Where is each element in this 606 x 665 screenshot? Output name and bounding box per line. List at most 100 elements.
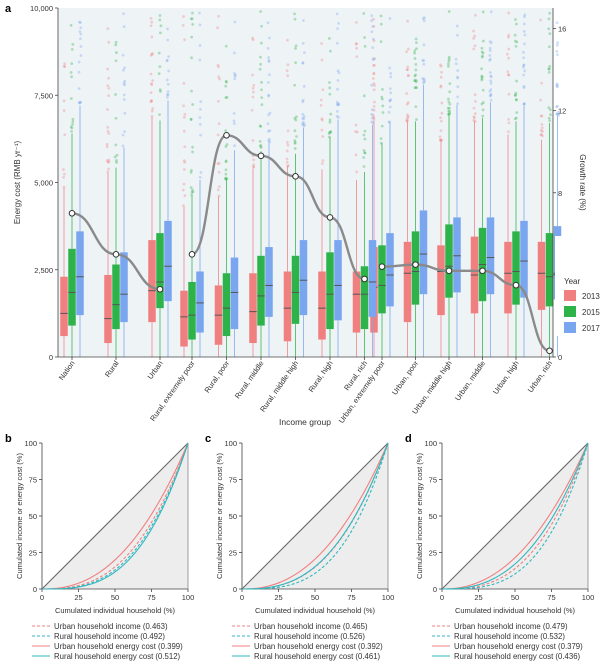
outlier-point: [259, 55, 262, 59]
outlier-point: [521, 65, 525, 69]
box-2015: [68, 248, 76, 326]
y-tick-label: 25: [229, 549, 237, 558]
outlier-point: [191, 188, 194, 192]
x-tick-label: 0: [240, 593, 244, 602]
outlier-point: [372, 115, 375, 119]
x-tick-label: 0: [440, 593, 444, 602]
outlier-point: [336, 69, 340, 73]
outlier-point: [405, 119, 409, 123]
outlier-point: [555, 43, 559, 47]
outlier-point: [480, 78, 484, 82]
outlier-point: [79, 37, 82, 41]
outlier-point: [149, 16, 153, 20]
outlier-point: [446, 106, 450, 110]
outlier-point: [555, 83, 559, 87]
outlier-point: [182, 159, 186, 163]
box-2015: [445, 224, 453, 298]
outlier-point: [406, 65, 410, 69]
outlier-point: [488, 89, 492, 93]
box-2013: [180, 290, 188, 347]
x-tick-label: 100: [382, 593, 395, 602]
box-2017: [520, 220, 528, 298]
outlier-point: [522, 102, 526, 106]
outlier-point: [301, 120, 305, 124]
outlier-point: [415, 41, 418, 45]
outlier-point: [293, 116, 297, 120]
outlier-point: [302, 84, 306, 88]
outlier-point: [371, 58, 375, 62]
outlier-point: [123, 79, 127, 83]
outlier-point: [62, 99, 66, 103]
x-axis-label: Cumulated individual household (%): [255, 606, 376, 615]
outlier-point: [62, 168, 65, 171]
y-tick-label: 25: [429, 549, 437, 558]
outlier-point: [481, 88, 485, 92]
outlier-point: [320, 162, 324, 165]
outlier-point: [217, 122, 221, 126]
outlier-point: [183, 160, 187, 164]
outlier-point: [251, 139, 255, 142]
outlier-point: [379, 137, 383, 140]
box-2015: [112, 264, 120, 330]
outlier-point: [328, 131, 332, 134]
outlier-point: [70, 129, 73, 133]
outlier-point: [414, 86, 418, 90]
outlier-point: [251, 38, 255, 42]
outlier-point: [328, 120, 332, 124]
growth-rate-point: [445, 267, 453, 275]
outlier-point: [78, 100, 82, 104]
outlier-point: [522, 22, 526, 26]
outlier-point: [439, 75, 443, 79]
outlier-point: [268, 36, 271, 40]
outlier-point: [122, 12, 125, 16]
outlier-point: [406, 115, 410, 118]
outlier-point: [216, 188, 220, 192]
outlier-point: [218, 77, 221, 81]
outlier-point: [381, 87, 384, 91]
panel-label-a: a: [5, 3, 12, 15]
x-tick-label: Urban, rich: [526, 359, 554, 394]
outlier-point: [295, 115, 298, 119]
outlier-point: [260, 80, 263, 84]
outlier-point: [199, 133, 203, 137]
x-tick-label: 50: [111, 593, 119, 602]
growth-rate-point: [412, 261, 419, 268]
outlier-point: [301, 61, 305, 65]
legend-title: Year: [564, 277, 581, 286]
outlier-point: [548, 119, 552, 123]
panel-b: 0 25 50 75 100 0 25 50 75 100 Cumulated individual…: [15, 439, 194, 661]
outlier-point: [354, 42, 358, 46]
legend-swatch-2015: [564, 306, 576, 317]
outlier-point: [548, 64, 552, 68]
outlier-point: [183, 145, 187, 149]
outlier-point: [336, 102, 339, 106]
outlier-point: [336, 87, 339, 91]
outlier-point: [69, 71, 73, 74]
outlier-point: [447, 100, 451, 104]
box-2017: [299, 240, 308, 316]
outlier-point: [481, 10, 485, 14]
outlier-point: [387, 110, 391, 114]
lorenz-curve: [441, 442, 589, 590]
outlier-point: [107, 132, 111, 135]
outlier-point: [225, 177, 229, 181]
outlier-point: [507, 73, 511, 77]
outlier-point: [327, 135, 331, 139]
outlier-point: [217, 170, 221, 174]
outlier-point: [388, 120, 392, 124]
outlier-point: [79, 100, 83, 104]
outlier-point: [514, 22, 518, 26]
outlier-point: [166, 27, 169, 31]
x-tick-label: 100: [582, 593, 595, 602]
outlier-point: [259, 10, 263, 14]
outlier-point: [422, 79, 426, 82]
outlier-point: [191, 103, 195, 106]
outlier-point: [414, 105, 418, 109]
outlier-point: [405, 119, 409, 123]
outlier-point: [515, 111, 519, 114]
outlier-point: [381, 111, 385, 114]
outlier-point: [293, 17, 297, 21]
outlier-point: [507, 47, 511, 51]
outlier-point: [547, 106, 551, 110]
outlier-point: [440, 101, 444, 105]
